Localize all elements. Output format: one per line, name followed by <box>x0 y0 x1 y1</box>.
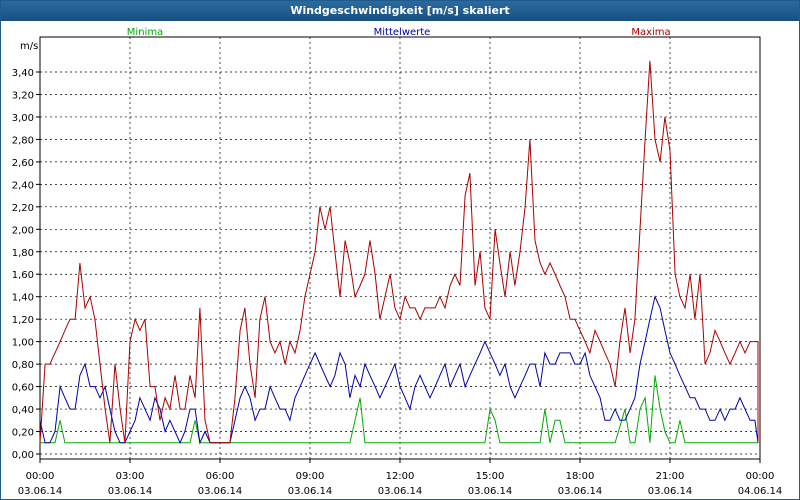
x-tick-time-label: 15:00 <box>476 471 505 482</box>
y-tick-label: 0,20 <box>12 428 34 439</box>
y-axis-unit: m/s <box>20 41 38 52</box>
legend: Minima Mittelwerte Maxima <box>127 27 671 38</box>
y-tick-label: 2,40 <box>12 180 34 191</box>
y-tick-label: 0,40 <box>12 405 34 416</box>
x-tick-date-label: 03.06.14 <box>558 486 603 497</box>
x-tick-date-label: 03.06.14 <box>468 486 513 497</box>
y-tick-label: 3,20 <box>12 90 34 101</box>
y-tick-label: 1,40 <box>12 293 34 304</box>
minima-line <box>40 375 758 444</box>
x-tick-date-label: 03.06.14 <box>378 486 423 497</box>
x-tick-time-label: 06:00 <box>206 471 235 482</box>
y-axis: 0,00 0,20 0,40 0,60 0,80 1,00 1,20 1,40 1,60 1,80… <box>12 41 40 461</box>
series-lines <box>39 60 759 445</box>
x-tick-date-label: 03.06.14 <box>288 486 333 497</box>
x-tick-time-label: 12:00 <box>386 471 415 482</box>
y-tick-label: 1,20 <box>12 315 34 326</box>
y-tick-label: 0,00 <box>12 450 34 461</box>
x-tick-time-label: 18:00 <box>566 471 595 482</box>
x-tick-time-label: 09:00 <box>296 471 325 482</box>
y-tick-label: 0,80 <box>12 360 34 371</box>
y-tick-label: 2,20 <box>12 203 34 214</box>
legend-minima: Minima <box>127 27 163 38</box>
maxima-line <box>39 60 759 444</box>
y-tick-label: 2,00 <box>12 225 34 236</box>
x-tick-date-label: 03.06.14 <box>198 486 243 497</box>
y-tick-label: 3,40 <box>12 68 34 79</box>
legend-mittelwerte: Mittelwerte <box>374 27 431 38</box>
x-tick-date-label: 03.06.14 <box>18 486 63 497</box>
y-tick-label: 3,00 <box>12 113 34 124</box>
x-tick-time-label: 21:00 <box>656 471 685 482</box>
y-tick-label: 2,60 <box>12 158 34 169</box>
y-tick-label: 1,00 <box>12 338 34 349</box>
y-tick-label: 1,60 <box>12 270 34 281</box>
x-tick-time-label: 03:00 <box>116 471 145 482</box>
x-tick-date-label: 04.06.14 <box>738 486 783 497</box>
x-tick-time-label: 00:00 <box>746 471 775 482</box>
y-tick-label: 0,60 <box>12 383 34 394</box>
window-title: Windgeschwindigkeit [m/s] skaliert <box>1 1 799 21</box>
x-tick-time-label: 00:00 <box>26 471 55 482</box>
y-tick-label: 1,80 <box>12 248 34 259</box>
x-axis: 00:00 03.06.14 03:00 03.06.14 06:00 03.06.14 0… <box>18 459 783 497</box>
y-tick-label: 2,80 <box>12 135 34 146</box>
x-tick-date-label: 03.06.14 <box>648 486 693 497</box>
legend-maxima: Maxima <box>631 27 670 38</box>
x-tick-date-label: 03.06.14 <box>108 486 153 497</box>
